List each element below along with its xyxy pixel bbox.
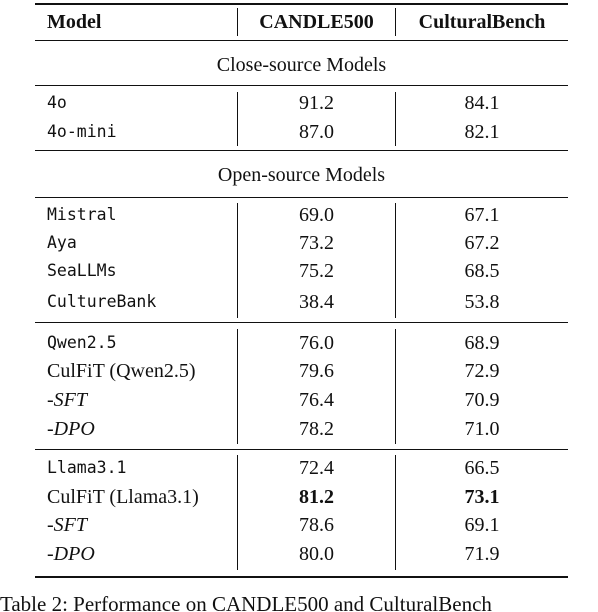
score-cell: 69.1 <box>464 514 500 536</box>
score-cell: 70.9 <box>464 389 500 411</box>
score-cell: 76.4 <box>299 389 334 411</box>
score-cell: 84.1 <box>464 92 500 114</box>
score-cell: 71.0 <box>464 418 500 440</box>
column-divider <box>395 329 396 444</box>
model-name: SeaLLMs <box>47 261 117 280</box>
score-cell: 75.2 <box>299 260 334 282</box>
column-divider <box>237 329 238 444</box>
column-divider <box>395 8 396 36</box>
bottom-rule <box>35 576 568 578</box>
score-cell: 68.9 <box>464 332 500 354</box>
rule <box>35 449 568 450</box>
model-name: Llama3.1 <box>47 458 127 477</box>
rule <box>35 197 568 198</box>
model-name: Aya <box>47 233 77 252</box>
rule <box>35 40 568 41</box>
score-cell: 68.5 <box>464 260 500 282</box>
score-cell: 91.2 <box>299 92 334 114</box>
score-cell: 78.2 <box>299 418 334 440</box>
score-cell: 67.1 <box>464 204 500 226</box>
score-cell: 72.4 <box>299 457 334 479</box>
model-name: 4o-mini <box>47 122 117 141</box>
column-divider <box>237 455 238 570</box>
column-divider <box>395 203 396 318</box>
header-cell: Model <box>47 11 102 33</box>
score-cell: 79.6 <box>299 360 334 382</box>
score-cell: 82.1 <box>464 121 500 143</box>
model-name: -DPO <box>47 418 95 440</box>
column-divider <box>237 8 238 36</box>
model-name: -SFT <box>47 389 87 411</box>
score-cell: 80.0 <box>299 543 334 565</box>
score-cell: 72.9 <box>464 360 500 382</box>
caption: Table 2: Performance on CANDLE500 and Cu… <box>0 592 492 612</box>
column-divider <box>237 92 238 146</box>
model-name: -DPO <box>47 543 95 565</box>
model-name: CultureBank <box>47 292 157 311</box>
model-name: CulFiT (Qwen2.5) <box>47 360 196 382</box>
column-divider <box>395 455 396 570</box>
score-cell: 78.6 <box>299 514 334 536</box>
score-cell: 66.5 <box>464 457 500 479</box>
score-cell: 76.0 <box>299 332 334 354</box>
score-cell: 87.0 <box>299 121 334 143</box>
score-cell: 69.0 <box>299 204 334 226</box>
score-cell: 73.2 <box>299 232 334 254</box>
column-divider <box>395 92 396 146</box>
score-cell: 81.2 <box>299 486 334 508</box>
model-name: CulFiT (Llama3.1) <box>47 486 199 508</box>
score-cell: 38.4 <box>299 291 334 313</box>
column-divider <box>237 203 238 318</box>
top-rule <box>35 3 568 5</box>
rule <box>35 85 568 86</box>
header-cell: CANDLE500 <box>259 11 374 33</box>
model-name: Qwen2.5 <box>47 333 117 352</box>
rule <box>35 322 568 323</box>
model-name: 4o <box>47 93 67 112</box>
rule <box>35 150 568 151</box>
score-cell: 73.1 <box>464 486 500 508</box>
model-name: Mistral <box>47 205 117 224</box>
score-cell: 67.2 <box>464 232 500 254</box>
score-cell: 71.9 <box>464 543 500 565</box>
score-cell: 53.8 <box>464 291 500 313</box>
header-cell: CulturalBench <box>418 11 546 33</box>
section-title: Open-source Models <box>217 164 386 186</box>
section-title: Close-source Models <box>216 54 387 76</box>
model-name: -SFT <box>47 514 87 536</box>
